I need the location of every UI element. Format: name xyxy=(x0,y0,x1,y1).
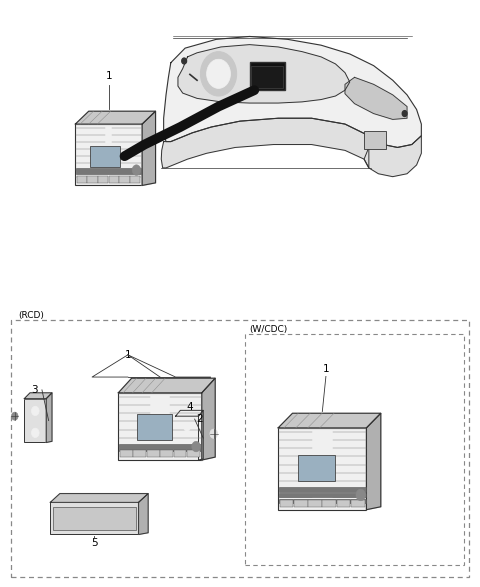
Bar xyxy=(120,450,132,457)
Circle shape xyxy=(206,59,230,89)
Text: 2: 2 xyxy=(196,414,203,424)
Bar xyxy=(323,500,336,507)
Text: 1: 1 xyxy=(124,350,131,360)
Bar xyxy=(90,146,120,167)
Circle shape xyxy=(184,445,191,453)
Bar xyxy=(133,450,146,457)
Polygon shape xyxy=(202,378,215,460)
Bar xyxy=(77,176,87,183)
Bar xyxy=(50,502,139,535)
Bar xyxy=(76,168,141,174)
Bar xyxy=(120,176,130,183)
Text: 1: 1 xyxy=(323,365,329,375)
Bar xyxy=(351,500,364,507)
Bar xyxy=(160,450,173,457)
Text: (W/CDC): (W/CDC) xyxy=(250,325,288,335)
Polygon shape xyxy=(176,410,203,416)
Bar xyxy=(250,62,285,90)
Circle shape xyxy=(356,489,365,501)
Polygon shape xyxy=(46,393,52,443)
Bar xyxy=(87,176,97,183)
Text: 1: 1 xyxy=(106,71,112,81)
Bar xyxy=(176,416,199,460)
Polygon shape xyxy=(178,45,350,103)
Circle shape xyxy=(210,429,217,438)
Circle shape xyxy=(192,441,200,452)
Bar xyxy=(279,498,365,503)
Circle shape xyxy=(32,428,39,437)
Text: 4: 4 xyxy=(187,403,193,413)
Bar xyxy=(137,414,172,440)
Bar xyxy=(279,493,365,497)
Bar xyxy=(280,500,293,507)
Bar xyxy=(24,399,46,443)
Circle shape xyxy=(132,165,141,176)
Bar xyxy=(75,124,142,185)
Circle shape xyxy=(200,52,237,96)
Polygon shape xyxy=(161,118,369,168)
Circle shape xyxy=(32,406,39,416)
Bar xyxy=(53,507,136,530)
Polygon shape xyxy=(366,413,381,510)
Polygon shape xyxy=(199,410,203,460)
Text: (RCD): (RCD) xyxy=(18,311,44,320)
Polygon shape xyxy=(75,111,156,124)
Bar xyxy=(109,176,119,183)
Polygon shape xyxy=(278,413,381,428)
Text: 5: 5 xyxy=(91,538,98,548)
Bar xyxy=(187,450,200,457)
Bar xyxy=(279,487,365,492)
Polygon shape xyxy=(139,494,148,535)
Circle shape xyxy=(182,58,187,64)
Bar xyxy=(308,500,322,507)
Bar xyxy=(364,131,385,149)
Polygon shape xyxy=(142,111,156,185)
Circle shape xyxy=(402,110,407,116)
Circle shape xyxy=(12,412,18,420)
Bar xyxy=(130,176,140,183)
Bar xyxy=(119,444,201,451)
Polygon shape xyxy=(50,494,148,502)
Bar xyxy=(98,176,108,183)
Polygon shape xyxy=(164,36,421,147)
Polygon shape xyxy=(364,136,421,177)
Polygon shape xyxy=(118,378,215,393)
Circle shape xyxy=(184,423,191,431)
Bar xyxy=(278,428,366,510)
Bar xyxy=(294,500,308,507)
Circle shape xyxy=(55,517,61,524)
Bar xyxy=(118,393,202,460)
Bar xyxy=(252,66,283,88)
Bar xyxy=(336,500,350,507)
Circle shape xyxy=(126,517,132,524)
Bar xyxy=(146,450,159,457)
Bar xyxy=(298,455,335,481)
Polygon shape xyxy=(345,77,407,119)
Text: 3: 3 xyxy=(32,385,38,395)
Bar xyxy=(173,450,186,457)
Polygon shape xyxy=(24,393,52,399)
